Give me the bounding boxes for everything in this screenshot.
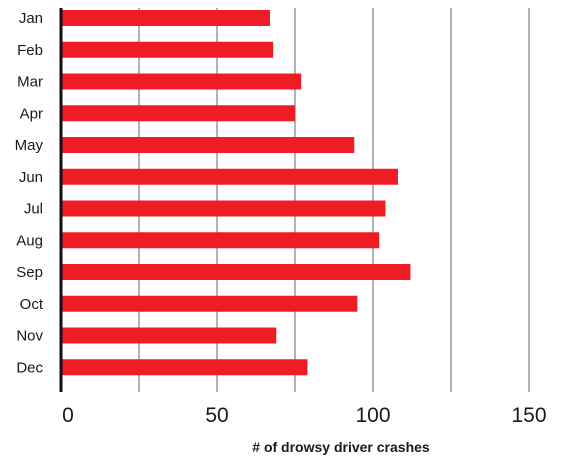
x-tick-label-150: 150 [511,404,546,427]
bar-aug [61,232,380,249]
bar-nov [61,327,277,344]
bar-mar [61,73,302,90]
category-label-nov: Nov [16,328,43,345]
category-label-dec: Dec [16,359,43,376]
bar-jun [61,168,398,185]
category-label-aug: Aug [16,232,43,249]
bar-may [61,137,355,153]
x-tick-label-100: 100 [355,404,390,427]
category-label-jan: Jan [19,10,43,27]
category-label-jul: Jul [24,201,43,218]
x-tick-label-50: 50 [205,404,228,427]
x-tick-label-0: 0 [62,404,74,427]
x-axis-title: # of drowsy driver crashes [252,439,430,455]
category-label-jun: Jun [19,169,43,186]
bar-apr [61,105,295,122]
bar-oct [61,295,358,312]
bar-jan [61,10,271,26]
bar-dec [61,359,308,376]
bar-feb [61,41,274,58]
category-label-mar: Mar [17,74,43,91]
bar-sep [61,264,411,280]
category-label-apr: Apr [20,105,43,122]
category-label-feb: Feb [17,42,43,59]
bar-jul [61,200,386,217]
category-labels: Jan Feb Mar Apr May Jun Jul Aug Sep Oct Nov Dec [15,10,44,376]
category-label-oct: Oct [20,296,44,313]
x-tick-labels: 0 50 100 150 [62,404,546,427]
category-label-sep: Sep [16,264,43,281]
bars [61,10,411,376]
category-label-may: May [15,137,44,154]
